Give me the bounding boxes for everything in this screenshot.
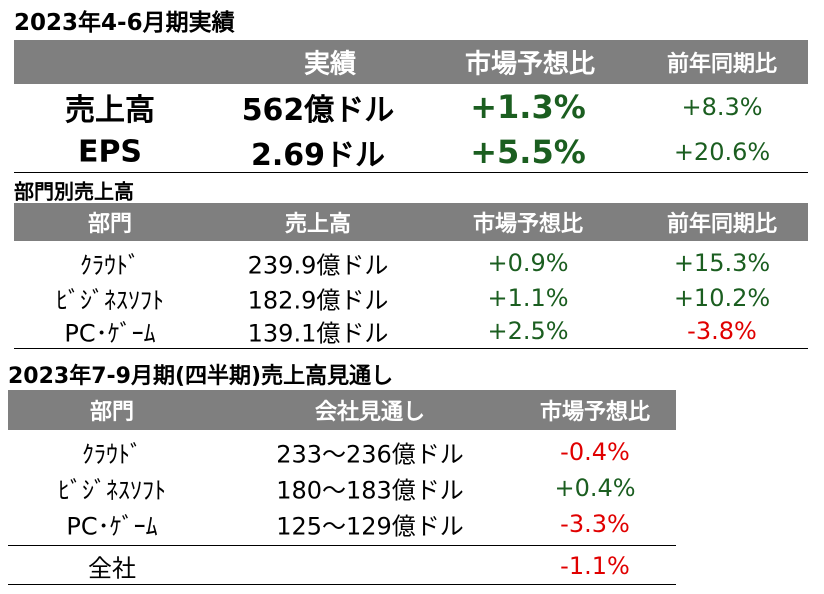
header-cell: 前年同期比 (666, 52, 778, 77)
section-title: 2023年7-9月期(四半期)売上高見通し (8, 364, 394, 389)
cell: 139.1億ドル (247, 319, 389, 348)
cell: -3.8% (687, 317, 757, 345)
rule (14, 348, 808, 349)
header-band (14, 203, 808, 241)
cell: 2.69ドル (250, 138, 386, 173)
header-band (14, 40, 808, 84)
cell: 562億ドル (241, 93, 395, 128)
cell: +10.2% (673, 284, 771, 312)
cell: ﾋﾞｼﾞﾈｽｿﾌﾄ (58, 476, 166, 505)
cell: ｸﾗｳﾄﾞ (80, 251, 140, 280)
section-title: 2023年4-6月期実績 (14, 10, 235, 36)
section-title: 部門別売上高 (14, 179, 134, 204)
cell: 全社 (88, 554, 136, 583)
rule (8, 584, 676, 585)
header-cell: 売上高 (284, 212, 352, 237)
header-cell: 実績 (303, 49, 357, 80)
cell: +1.1% (487, 284, 569, 312)
cell: ﾋﾞｼﾞﾈｽｿﾌﾄ (56, 286, 164, 315)
cell: +8.3% (681, 93, 763, 121)
cell: +20.6% (673, 138, 771, 166)
rule (8, 545, 676, 546)
cell: +0.4% (554, 474, 636, 502)
cell: -3.3% (560, 510, 630, 538)
cell: 売上高 (65, 93, 155, 128)
header-cell: 前年同期比 (666, 212, 778, 237)
cell: +2.5% (487, 317, 569, 345)
header-cell: 会社見通し (314, 400, 426, 425)
header-cell: 部門 (89, 400, 135, 425)
header-cell: 市場予想比 (472, 212, 584, 237)
cell: 239.9億ドル (247, 251, 389, 280)
header-cell: 市場予想比 (464, 49, 596, 80)
cell: EPS (77, 134, 143, 170)
cell: 182.9億ドル (247, 286, 389, 315)
cell: -0.4% (560, 438, 630, 466)
cell: -1.1% (560, 552, 630, 580)
header-cell: 部門 (87, 212, 133, 237)
cell: 125～129億ドル (276, 512, 464, 541)
cell: ｸﾗｳﾄﾞ (82, 440, 142, 469)
header-band (8, 390, 676, 430)
cell: 233～236億ドル (276, 440, 464, 469)
cell: +15.3% (673, 249, 771, 277)
cell: 180～183億ドル (276, 476, 464, 505)
cell: +0.9% (487, 249, 569, 277)
header-cell: 市場予想比 (539, 400, 651, 425)
cell: +1.3% (470, 88, 586, 126)
rule (14, 172, 808, 173)
cell: +5.5% (470, 133, 586, 171)
cell: PC･ｹﾞｰﾑ (66, 512, 158, 541)
cell: PC･ｹﾞｰﾑ (64, 319, 156, 348)
